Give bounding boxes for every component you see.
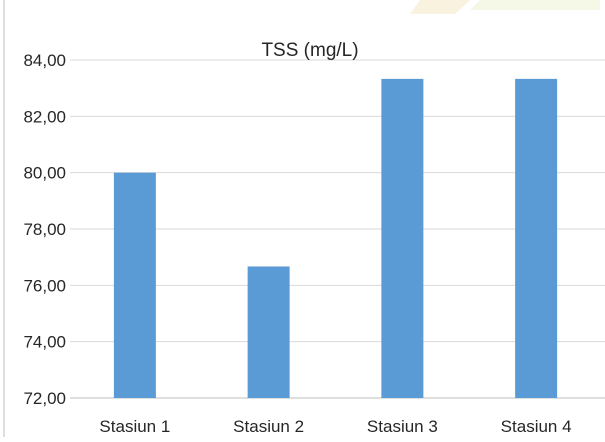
y-tick-label: 74,00: [23, 333, 66, 352]
y-axis-ticks: 72,00 74,00 76,00 78,00 80,00 82,00 84,00: [23, 51, 66, 408]
background-decoration: [410, 0, 600, 14]
y-tick-label: 78,00: [23, 220, 66, 239]
decor-shape: [470, 0, 600, 10]
bar: [381, 78, 424, 398]
x-tick-label: Stasiun 1: [99, 417, 170, 436]
y-tick-label: 76,00: [23, 276, 66, 295]
bars: [113, 78, 558, 398]
bar: [113, 172, 156, 398]
y-tick-label: 72,00: [23, 389, 66, 408]
y-tick-label: 82,00: [23, 107, 66, 126]
y-tick-label: 84,00: [23, 51, 66, 70]
decor-shape: [410, 0, 470, 14]
gridlines: [3, 0, 605, 437]
bar: [515, 78, 558, 398]
x-tick-label: Stasiun 4: [501, 417, 572, 436]
x-axis-ticks: Stasiun 1 Stasiun 2 Stasiun 3 Stasiun 4: [99, 417, 571, 436]
bar: [247, 266, 290, 398]
chart-title: TSS (mg/L): [261, 40, 358, 61]
x-tick-label: Stasiun 2: [233, 417, 304, 436]
y-tick-label: 80,00: [23, 164, 66, 183]
x-tick-label: Stasiun 3: [367, 417, 438, 436]
